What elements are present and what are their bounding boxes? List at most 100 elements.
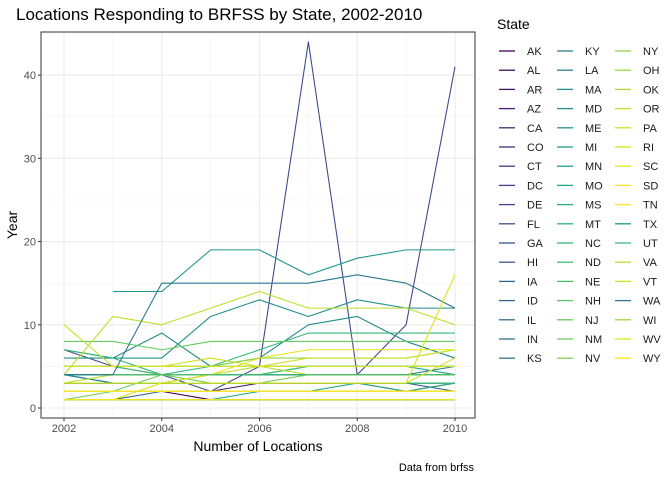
- legend-item-fl: FL: [499, 219, 540, 231]
- legend-item-mn: MN: [557, 161, 602, 173]
- legend-item-ks: KS: [499, 353, 542, 365]
- legend-label: KY: [585, 46, 600, 58]
- legend-item-ms: MS: [557, 200, 602, 212]
- legend-item-va: VA: [615, 257, 658, 269]
- legend-item-me: ME: [557, 123, 602, 135]
- legend-label: IL: [527, 315, 536, 327]
- legend-item-al: AL: [499, 65, 540, 77]
- legend-label: UT: [643, 238, 658, 250]
- legend-label: FL: [527, 219, 540, 231]
- legend-item-ky: KY: [557, 46, 600, 58]
- legend-label: KS: [527, 353, 542, 365]
- legend-label: LA: [585, 65, 599, 77]
- legend-item-vt: VT: [615, 276, 657, 288]
- legend-item-md: MD: [557, 104, 602, 116]
- legend-label: NV: [585, 353, 601, 365]
- plot-panel: [41, 32, 475, 418]
- series-line-wv: [64, 274, 456, 401]
- series-line-nc: [63, 332, 455, 376]
- legend-label: DE: [527, 200, 542, 212]
- x-tick-label: 2006: [247, 423, 271, 435]
- legend-label: TN: [643, 200, 658, 212]
- legend-item-ne: NE: [557, 276, 600, 288]
- legend-item-ak: AK: [499, 46, 542, 58]
- legend-label: RI: [643, 142, 654, 154]
- legend-label: NH: [585, 296, 601, 308]
- legend-item-ut: UT: [615, 238, 658, 250]
- legend-item-ia: IA: [499, 276, 538, 288]
- legend-item-hi: HI: [499, 257, 538, 269]
- legend-item-nc: NC: [557, 238, 601, 250]
- legend-label: TX: [643, 219, 658, 231]
- legend-label: WA: [643, 296, 661, 308]
- panel-border: [40, 31, 476, 419]
- legend-item-nd: ND: [557, 257, 601, 269]
- legend-label: MT: [585, 219, 601, 231]
- legend-label: ND: [585, 257, 601, 269]
- series-line-va: [63, 290, 456, 376]
- legend-item-ar: AR: [499, 84, 542, 96]
- legend-item-nh: NH: [557, 296, 601, 308]
- legend-item-la: LA: [557, 65, 599, 77]
- legend-item-ca: CA: [499, 123, 543, 135]
- legend-item-ma: MA: [557, 84, 602, 96]
- legend-item-ga: GA: [499, 238, 544, 250]
- legend-item-or: OR: [615, 104, 660, 116]
- legend-item-ct: CT: [499, 161, 542, 173]
- y-axis-title: Year: [4, 211, 20, 240]
- legend-label: VA: [643, 257, 658, 269]
- legend-item-tx: TX: [615, 219, 658, 231]
- legend-label: SD: [643, 180, 658, 192]
- legend-label: WY: [643, 353, 661, 365]
- x-tick-label: 2004: [150, 423, 174, 435]
- legend-label: MO: [585, 180, 603, 192]
- legend-label: OR: [643, 104, 660, 116]
- legend-item-wa: WA: [615, 296, 661, 308]
- legend: AK AL AR AZ CA CO CT DC DE FL GA HI IA ID IL IN KS KY LA MA…: [499, 46, 661, 365]
- legend-item-il: IL: [499, 315, 536, 327]
- legend-label: OH: [643, 65, 660, 77]
- legend-label: PA: [643, 123, 658, 135]
- y-tick-label: 10: [24, 320, 36, 332]
- legend-label: ID: [527, 296, 538, 308]
- legend-label: DC: [527, 180, 543, 192]
- legend-item-ny: NY: [615, 46, 659, 58]
- legend-label: AK: [527, 46, 542, 58]
- legend-item-pa: PA: [615, 123, 658, 135]
- y-tick-label: 40: [24, 70, 36, 82]
- legend-label: CO: [527, 142, 544, 154]
- legend-label: GA: [527, 238, 544, 250]
- x-axis-title: Number of Locations: [193, 438, 322, 454]
- legend-item-wy: WY: [615, 353, 661, 365]
- legend-item-sc: SC: [615, 161, 658, 173]
- legend-label: NM: [585, 334, 602, 346]
- x-tick-label: 2010: [443, 423, 467, 435]
- legend-item-tn: TN: [615, 200, 658, 212]
- legend-label: MN: [585, 161, 602, 173]
- series-line-tx: [112, 249, 455, 293]
- x-tick-label: 2008: [345, 423, 369, 435]
- legend-label: AR: [527, 84, 542, 96]
- legend-label: CT: [527, 161, 542, 173]
- legend-item-az: AZ: [499, 104, 541, 116]
- legend-label: CA: [527, 123, 543, 135]
- legend-label: MD: [585, 104, 602, 116]
- legend-item-oh: OH: [615, 65, 660, 77]
- legend-item-wv: WV: [615, 334, 661, 346]
- legend-label: VT: [643, 276, 657, 288]
- legend-label: IN: [527, 334, 538, 346]
- series-line-wa: [64, 274, 456, 376]
- legend-label: NJ: [585, 315, 598, 327]
- legend-label: NE: [585, 276, 600, 288]
- legend-label: IA: [527, 276, 538, 288]
- legend-title: State: [497, 16, 530, 32]
- legend-item-co: CO: [499, 142, 544, 154]
- x-tick-label: 2002: [52, 423, 76, 435]
- y-tick-label: 20: [24, 237, 36, 249]
- y-axis-ticks: 0 10 20 30 40: [24, 70, 41, 415]
- legend-item-de: DE: [499, 200, 542, 212]
- legend-item-nv: NV: [557, 353, 601, 365]
- legend-label: MS: [585, 200, 602, 212]
- legend-item-mi: MI: [557, 142, 597, 154]
